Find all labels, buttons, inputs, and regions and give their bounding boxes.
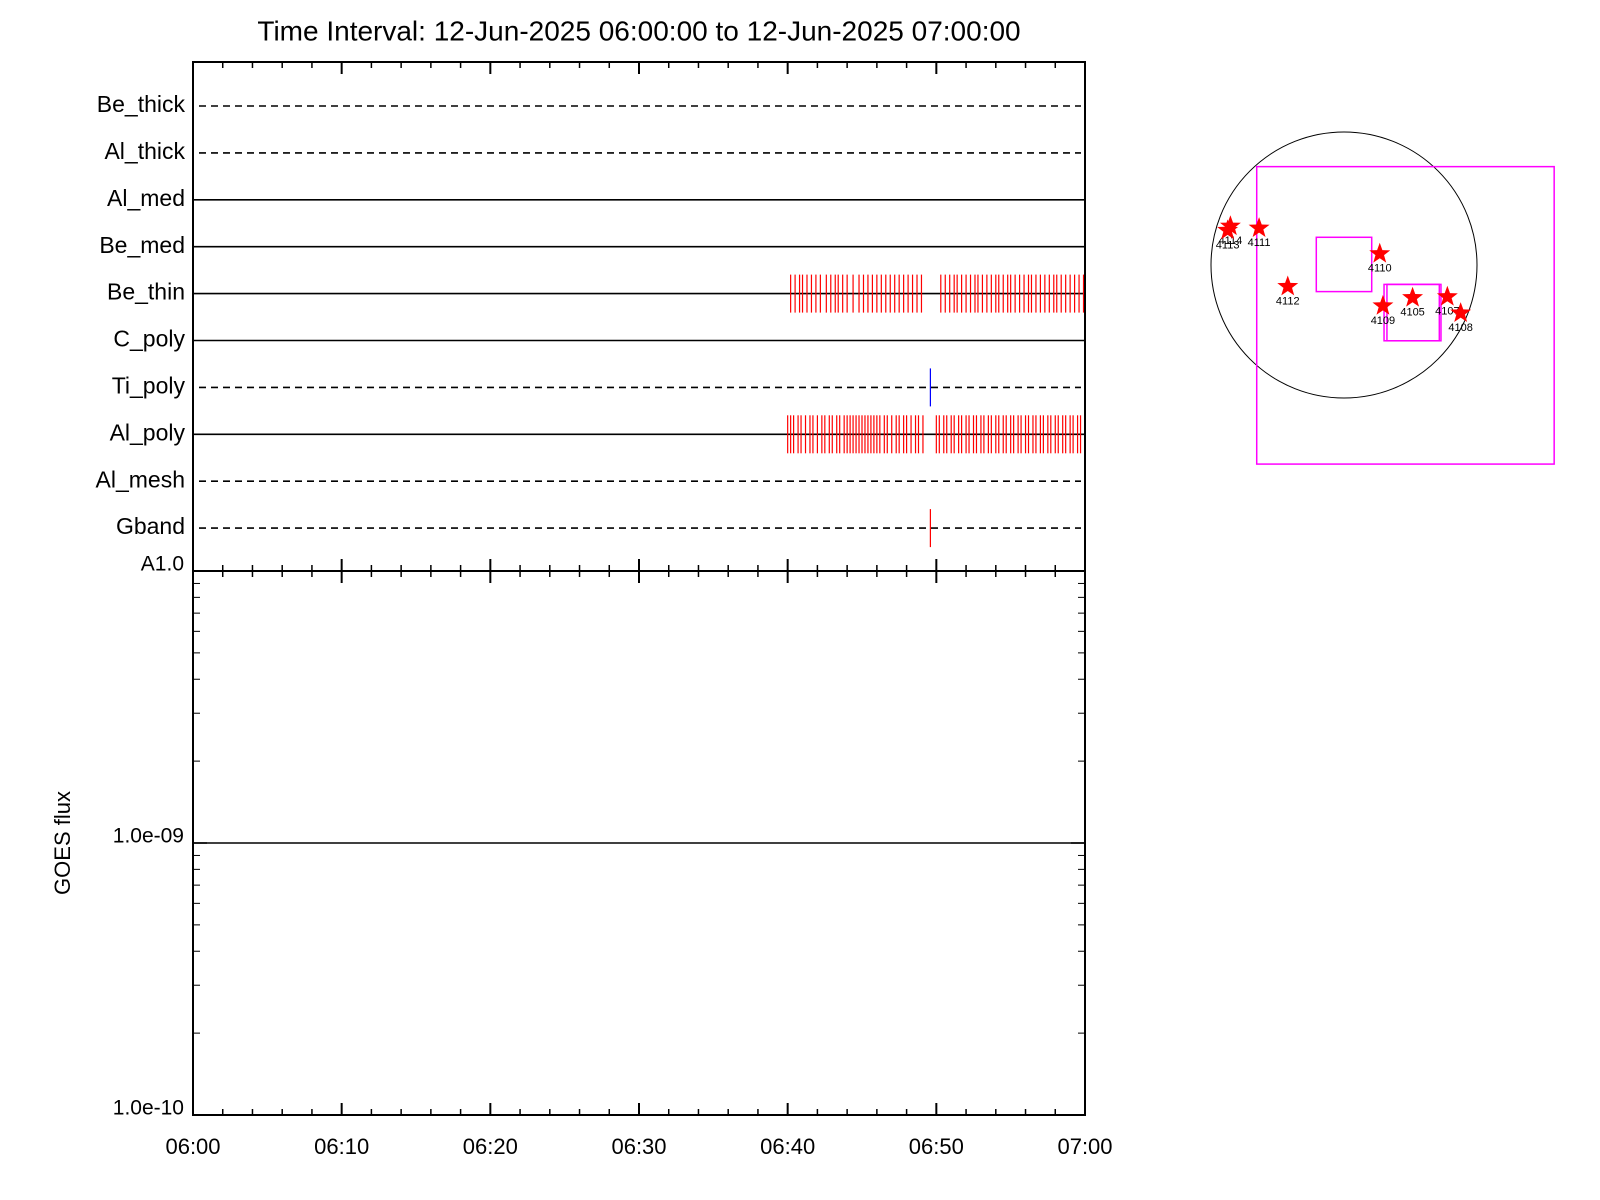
row-label: Al_med [107, 185, 185, 211]
row-label: Al_poly [110, 419, 186, 445]
region-label: 4109 [1371, 315, 1395, 327]
field-box [1255, 165, 1555, 465]
x-tick-label: 06:50 [909, 1134, 964, 1159]
row-label: Gband [116, 513, 185, 539]
solar-disk [1210, 131, 1478, 399]
region-star [1248, 217, 1270, 238]
y-tick-label: 1.0e-10 [113, 1097, 184, 1120]
region-label: 4113 [1216, 239, 1240, 251]
row-label: Be_med [99, 232, 185, 258]
x-tick-label: 06:20 [463, 1134, 518, 1159]
region-label: 4112 [1276, 295, 1300, 307]
row-label: Ti_poly [112, 372, 186, 398]
region-star [1436, 285, 1458, 306]
region-star [1372, 294, 1394, 315]
row-label: Be_thin [107, 279, 185, 305]
row-label: Al_thick [104, 138, 185, 164]
region-star [1402, 286, 1424, 307]
region-label: 4114 [1219, 235, 1243, 247]
row-label: C_poly [113, 326, 185, 352]
region-star [1219, 215, 1241, 236]
row-label: Be_thick [97, 91, 186, 117]
y-tick-label: A1.0 [141, 553, 184, 576]
field-box [1315, 236, 1373, 293]
x-tick-label: 06:40 [760, 1134, 815, 1159]
region-star [1450, 302, 1472, 322]
region-star [1217, 219, 1239, 240]
region-label: 4105 [1400, 307, 1424, 319]
region-label: 4107 [1435, 306, 1459, 318]
region-star [1277, 275, 1299, 296]
row-label: Al_mesh [96, 466, 185, 492]
region-label: 4111 [1248, 237, 1271, 249]
region-label: 4110 [1368, 263, 1392, 275]
plot-frame [192, 61, 1086, 572]
x-tick-label: 06:10 [314, 1134, 369, 1159]
x-tick-label: 07:00 [1057, 1134, 1112, 1159]
x-tick-label: 06:30 [611, 1134, 666, 1159]
region-label: 4108 [1448, 322, 1472, 334]
y-tick-label: 1.0e-09 [113, 825, 184, 848]
region-star [1369, 242, 1391, 263]
y-axis-label: GOES flux [50, 791, 75, 895]
x-tick-label: 06:00 [165, 1134, 220, 1159]
chart-title: Time Interval: 12-Jun-2025 06:00:00 to 1… [257, 15, 1020, 46]
